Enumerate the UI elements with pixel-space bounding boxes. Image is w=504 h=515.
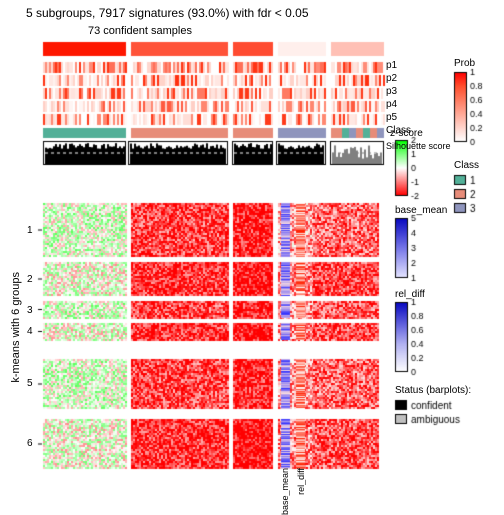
anno-label-p2: p2	[386, 73, 397, 84]
y-axis-label: k-means with 6 groups	[10, 272, 22, 383]
legend-prob-label: Prob	[454, 58, 475, 69]
silhouette-label: Silhouette score	[386, 141, 451, 151]
anno-label-p4: p4	[386, 99, 397, 110]
figure-root: 5 subgroups, 7917 signatures (93.0%) wit…	[0, 0, 504, 504]
col-label-rel-diff: rel_diff	[296, 468, 306, 495]
col-label-base-mean: base_mean	[280, 468, 290, 515]
title-main: 5 subgroups, 7917 signatures (93.0%) wit…	[26, 6, 309, 20]
anno-label-p5: p5	[386, 112, 397, 123]
legend-status-label: Status (barplots):	[395, 385, 471, 396]
kmeans-tick-4: 4	[27, 326, 33, 337]
legend-basemean-label: base_mean	[395, 205, 447, 216]
kmeans-tick-1: 1	[27, 225, 33, 236]
kmeans-tick-5: 5	[27, 378, 33, 389]
kmeans-tick-2: 2	[27, 274, 33, 285]
anno-label-p1: p1	[386, 60, 397, 71]
legend-z-label: z-score	[390, 128, 423, 139]
heatmap-canvas	[0, 0, 504, 504]
legend-reldiff-label: rel_diff	[395, 289, 425, 300]
legend-class-label: Class	[454, 160, 479, 171]
kmeans-tick-3: 3	[27, 305, 33, 316]
kmeans-tick-6: 6	[27, 438, 33, 449]
subtitle: 73 confident samples	[88, 25, 192, 37]
anno-label-p3: p3	[386, 86, 397, 97]
